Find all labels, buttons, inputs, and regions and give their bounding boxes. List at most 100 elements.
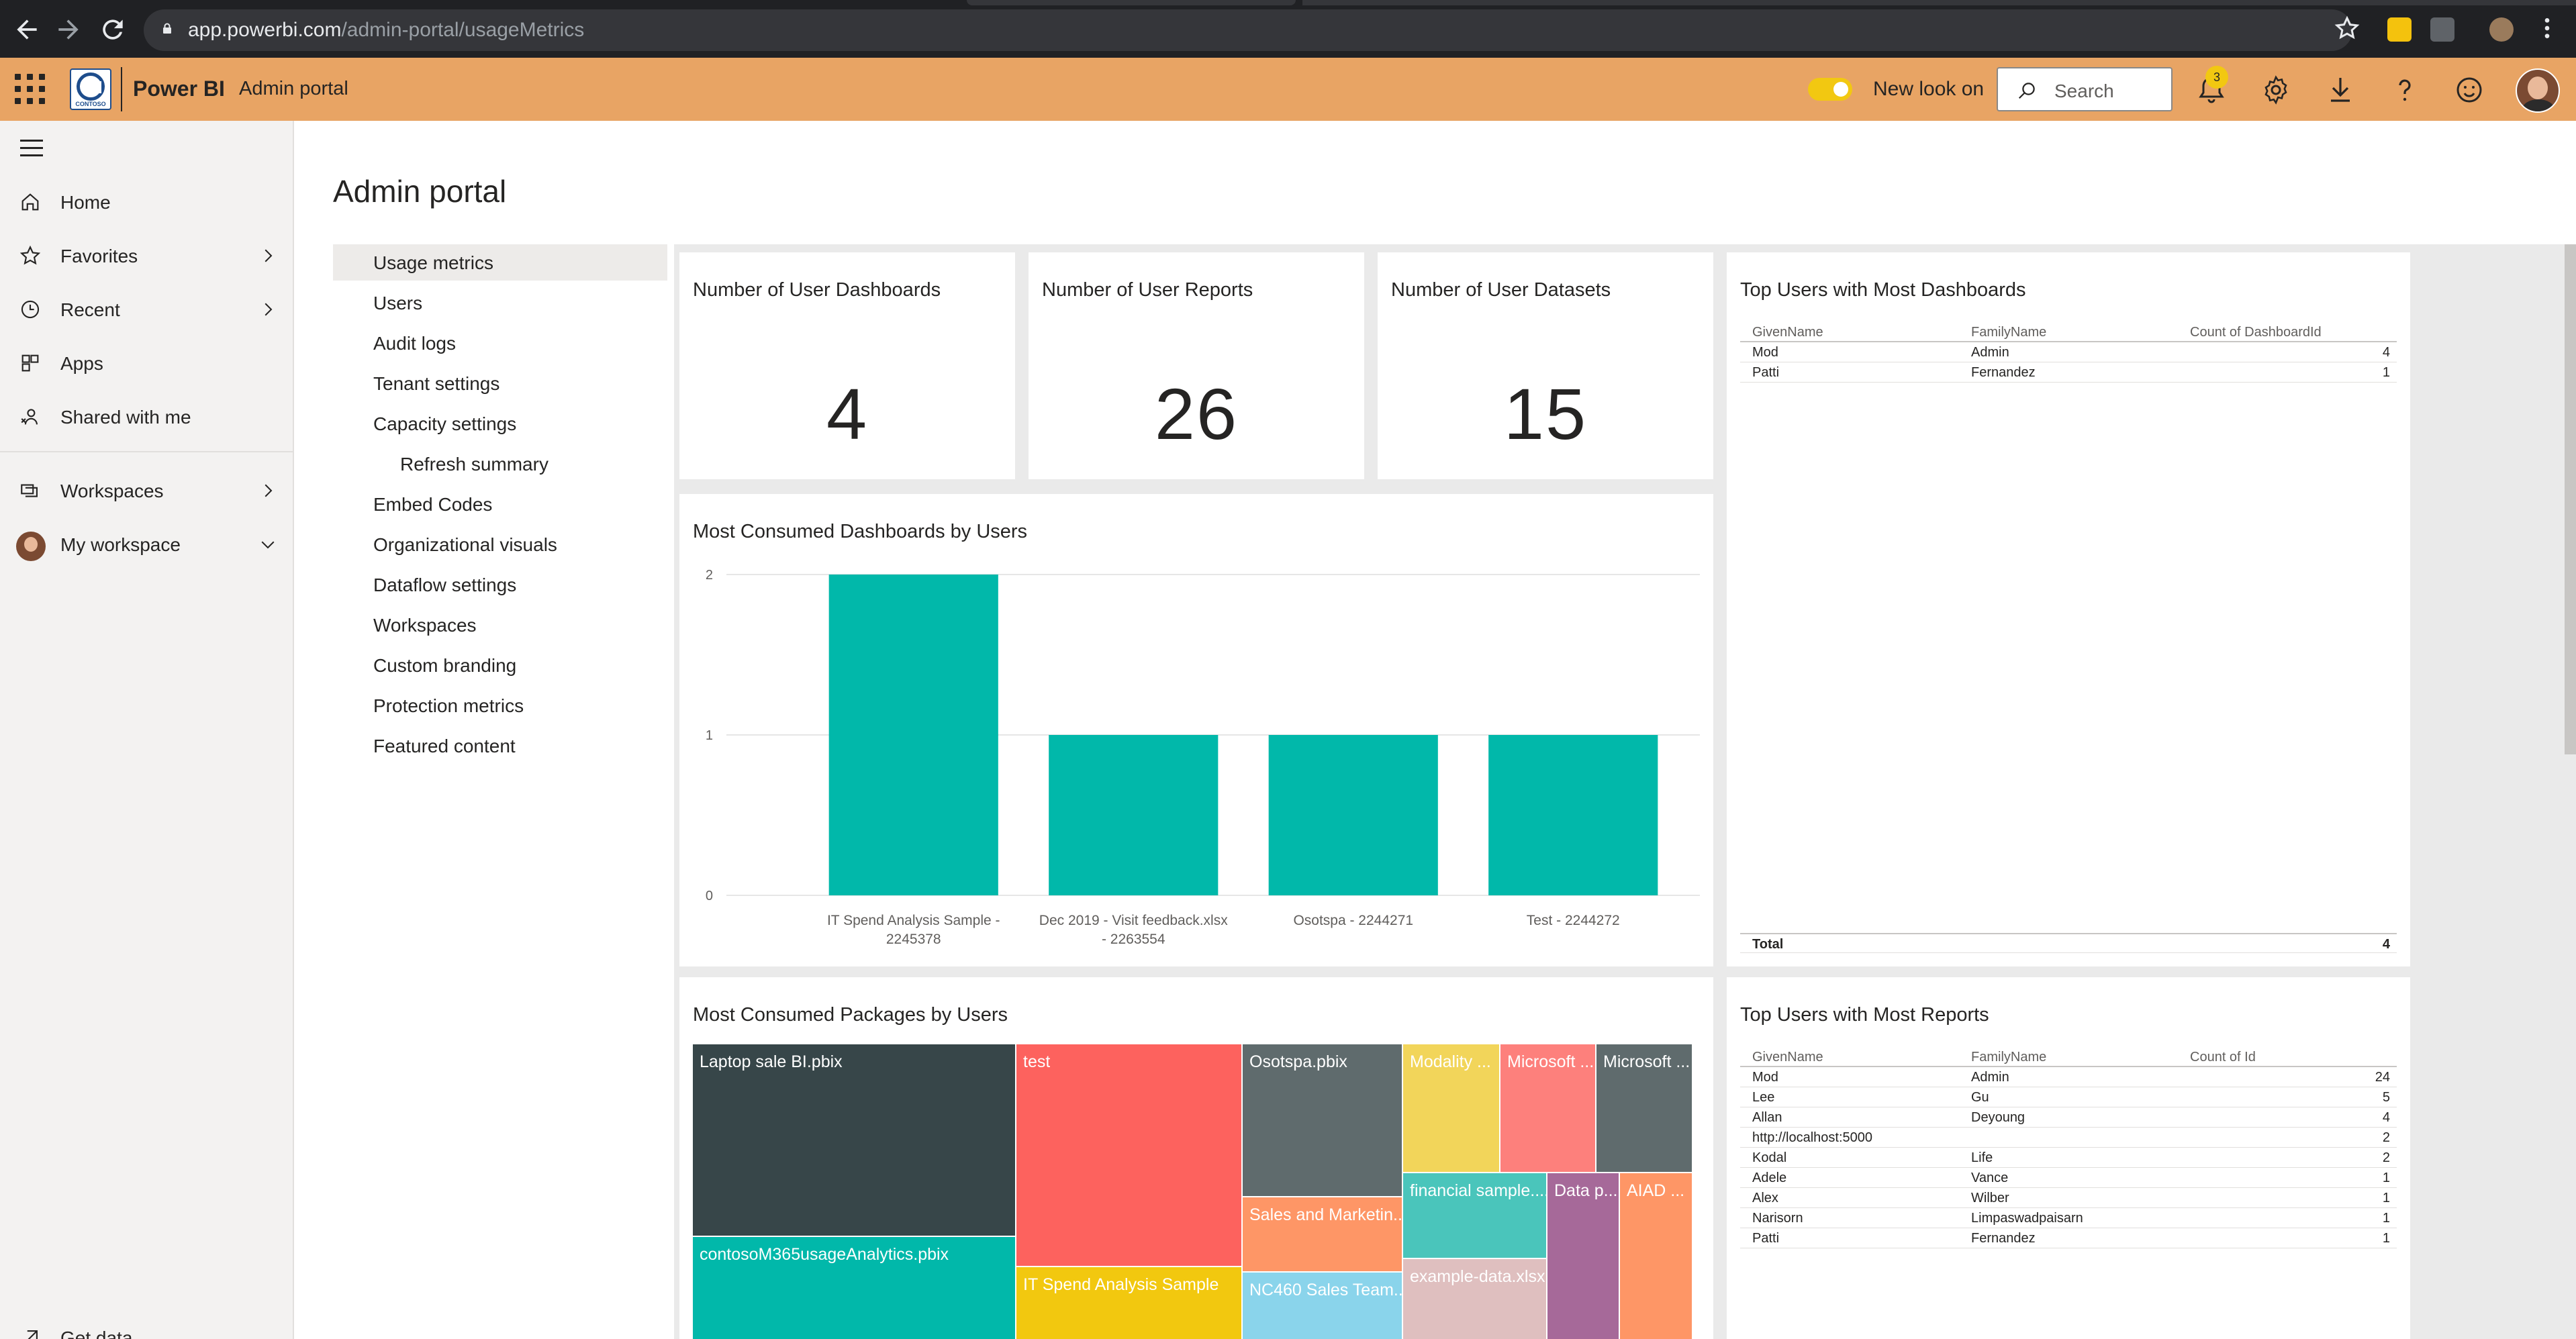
treemap-cell[interactable]: test [1016, 1044, 1241, 1266]
cell-count: 1 [2382, 365, 2390, 380]
address-bar[interactable]: app.powerbi.com/admin-portal/usageMetric… [144, 9, 2352, 51]
treemap-cell[interactable]: Sales and Marketin... [1243, 1197, 1407, 1271]
lock-icon [163, 23, 171, 34]
treemap-cell[interactable]: Laptop sale BI.pbix [693, 1044, 1015, 1236]
nav-item-recent[interactable]: Recent [0, 286, 294, 333]
menu-item-protection-metrics[interactable]: Protection metrics [333, 687, 667, 724]
nav-item-apps[interactable]: Apps [0, 340, 294, 387]
search-input[interactable]: Search [1997, 67, 2173, 111]
tile-title: Top Users with Most Dashboards [1740, 279, 2026, 301]
nav-item-my-workspace[interactable]: My workspace [0, 521, 294, 568]
profile-icon[interactable] [2489, 17, 2514, 42]
table-tile-top-reports[interactable]: Top Users with Most Reports GivenName Fa… [1727, 977, 2410, 1339]
download-icon[interactable] [2324, 74, 2356, 106]
cell-count: 4 [2382, 1110, 2390, 1125]
menu-item-featured-content[interactable]: Featured content [333, 728, 667, 764]
treemap-label: Data p... [1554, 1181, 1618, 1200]
reload-icon[interactable] [98, 15, 128, 44]
column-header[interactable]: GivenName [1752, 325, 1823, 340]
treemap-tile-packages[interactable]: Most Consumed Packages by Users Laptop s… [679, 977, 1713, 1339]
treemap-cell[interactable]: financial sample.... [1403, 1173, 1549, 1258]
table-total-row: Total 4 [1740, 933, 2397, 953]
kpi-tile-datasets[interactable]: Number of User Datasets 15 [1378, 252, 1713, 479]
kpi-tile-dashboards[interactable]: Number of User Dashboards 4 [679, 252, 1015, 479]
treemap-cell[interactable]: AIAD ... [1620, 1173, 1692, 1339]
column-header[interactable]: Count of DashboardId [2190, 325, 2322, 340]
new-look-toggle[interactable] [1808, 78, 1852, 101]
nav-item-favorites[interactable]: Favorites [0, 232, 294, 279]
tile-title: Top Users with Most Reports [1740, 1004, 1989, 1026]
kpi-tile-reports[interactable]: Number of User Reports 26 [1029, 252, 1364, 479]
app-title[interactable]: Power BI [133, 77, 225, 101]
cell-family-name: Gu [1971, 1090, 1989, 1105]
table-tile-top-dashboards[interactable]: Top Users with Most Dashboards GivenName… [1727, 252, 2410, 966]
menu-item-workspaces[interactable]: Workspaces [333, 607, 667, 643]
column-header[interactable]: GivenName [1752, 1050, 1823, 1064]
x-tick-label: IT Spend Analysis Sample - [827, 913, 1000, 928]
menu-item-capacity-settings[interactable]: Capacity settings [333, 405, 667, 442]
table-row: http://localhost:5000 2 [1740, 1128, 2397, 1148]
browser-menu-icon[interactable] [2532, 15, 2562, 44]
gear-icon[interactable] [2260, 74, 2292, 106]
menu-item-label: Dataflow settings [373, 575, 517, 595]
nav-item-home[interactable]: Home [0, 179, 294, 226]
canvas-scrollbar[interactable] [2565, 244, 2576, 754]
chevron-right-icon[interactable] [258, 481, 278, 501]
treemap-cell[interactable]: Data p... [1547, 1173, 1619, 1339]
menu-item-usage-metrics[interactable]: Usage metrics [333, 244, 667, 281]
menu-item-embed-codes[interactable]: Embed Codes [333, 486, 667, 522]
menu-item-dataflow-settings[interactable]: Dataflow settings [333, 566, 667, 603]
app-launcher-icon[interactable] [15, 74, 46, 105]
bar[interactable] [1049, 735, 1219, 895]
user-avatar[interactable] [2516, 68, 2560, 113]
treemap-cell[interactable]: Osotspa.pbix [1243, 1044, 1402, 1196]
treemap-cell[interactable]: Modality ... [1403, 1044, 1499, 1172]
help-icon[interactable] [2389, 74, 2421, 106]
cell-given-name: Lee [1752, 1090, 1775, 1105]
bar[interactable] [828, 575, 998, 895]
cell-given-name: Mod [1752, 1070, 1778, 1085]
menu-item-organizational-visuals[interactable]: Organizational visuals [333, 526, 667, 562]
treemap-cell[interactable]: example-data.xlsx [1403, 1259, 1546, 1339]
menu-item-audit-logs[interactable]: Audit logs [333, 325, 667, 361]
treemap-cell[interactable]: Microsoft ... [1596, 1044, 1692, 1172]
column-header[interactable]: FamilyName [1971, 1050, 2047, 1064]
feedback-smiley-icon[interactable] [2453, 74, 2485, 106]
column-header[interactable]: Count of Id [2190, 1050, 2256, 1064]
bar[interactable] [1268, 735, 1438, 895]
chevron-right-icon[interactable] [258, 299, 278, 319]
treemap-cell[interactable]: IT Spend Analysis Sample [1016, 1267, 1241, 1339]
column-header[interactable]: FamilyName [1971, 325, 2047, 340]
bar[interactable] [1488, 735, 1658, 895]
chart-tile-dashboards[interactable]: Most Consumed Dashboards by Users 0 1 2 IT … [679, 494, 1713, 966]
menu-item-refresh-summary[interactable]: Refresh summary [333, 446, 667, 482]
nav-divider [0, 451, 294, 452]
search-placeholder: Search [2054, 81, 2114, 101]
cell-family-name: Fernandez [1971, 1231, 2036, 1246]
treemap-cell[interactable]: Microsoft ... [1500, 1044, 1595, 1172]
cell-count: 24 [2375, 1070, 2390, 1085]
extension-icon-2[interactable] [2430, 17, 2454, 42]
clock-icon [21, 300, 40, 319]
nav-item-get-data[interactable]: Get data [0, 1314, 294, 1339]
back-arrow-icon[interactable] [12, 15, 42, 44]
menu-item-tenant-settings[interactable]: Tenant settings [333, 365, 667, 401]
bookmark-star-icon[interactable] [2332, 15, 2362, 44]
forward-arrow-icon[interactable] [54, 15, 83, 44]
menu-item-label: Refresh summary [400, 454, 548, 475]
extension-icon[interactable] [2387, 17, 2412, 42]
nav-item-shared-with-me[interactable]: Shared with me [0, 393, 294, 440]
cell-given-name: http://localhost:5000 [1752, 1130, 1873, 1145]
avatar [16, 532, 46, 561]
chevron-right-icon[interactable] [258, 246, 278, 266]
total-value: 4 [2382, 937, 2390, 952]
treemap-cell[interactable]: NC460 Sales Team.... [1243, 1273, 1413, 1339]
treemap-cell[interactable]: contosoM365usageAnalytics.pbix [693, 1237, 1015, 1339]
chevron-down-icon[interactable] [258, 534, 278, 554]
cell-count: 2 [2382, 1150, 2390, 1165]
shared-icon [21, 409, 38, 425]
menu-item-custom-branding[interactable]: Custom branding [333, 647, 667, 683]
nav-item-workspaces[interactable]: Workspaces [0, 467, 294, 514]
menu-item-users[interactable]: Users [333, 285, 667, 321]
hamburger-menu-icon[interactable] [20, 140, 43, 157]
